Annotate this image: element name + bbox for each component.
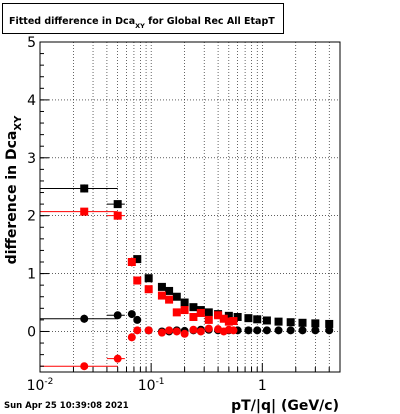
data-point: [325, 326, 334, 335]
x-tick-label-exponent: -2: [44, 377, 53, 387]
y-axis-label-main: difference in Dca: [4, 131, 20, 265]
data-point: [172, 292, 181, 301]
series-4: [40, 324, 238, 371]
data-point: [157, 328, 166, 337]
data-point: [180, 306, 189, 315]
data-point: [189, 303, 198, 312]
title-box: Fitted difference in DcaXY for Global Re…: [2, 3, 284, 34]
data-point: [165, 286, 174, 295]
data-point: [229, 326, 238, 335]
data-point: [204, 315, 213, 324]
data-marks: [40, 184, 334, 371]
data-point: [325, 319, 334, 328]
data-point: [157, 282, 166, 291]
data-point: [244, 326, 253, 335]
data-point: [274, 326, 283, 335]
data-point: [204, 324, 213, 333]
data-point: [127, 333, 136, 342]
data-point: [311, 326, 320, 335]
data-point: [253, 315, 262, 324]
data-point: [133, 326, 142, 335]
data-point: [253, 326, 262, 335]
y-tick-label: 2: [27, 209, 36, 225]
data-point: [262, 326, 271, 335]
x-tick-label: 10-2: [27, 377, 54, 394]
x-tick-label: 10-1: [138, 377, 165, 394]
x-tick-label-base: 10: [27, 378, 45, 394]
data-point: [133, 315, 142, 324]
y-tick-label: 5: [27, 35, 36, 51]
data-point: [172, 308, 181, 317]
y-axis-label-subscript: XY: [13, 115, 24, 131]
data-point: [165, 295, 174, 304]
series-2: [40, 207, 238, 326]
data-point: [311, 319, 320, 328]
data-point: [113, 211, 122, 220]
data-point: [144, 285, 153, 294]
axis-ticks: [39, 41, 341, 372]
chart-title-main: Fitted difference in Dca: [9, 16, 135, 27]
data-point: [144, 326, 153, 335]
data-point: [262, 316, 271, 325]
data-point: [113, 354, 122, 363]
y-tick-label: 3: [27, 151, 36, 167]
x-axis-label: pT/|q| (GeV/c): [231, 398, 339, 414]
plot-frame: [39, 41, 341, 373]
data-point: [180, 298, 189, 307]
x-tick-label-base: 1: [258, 378, 267, 394]
y-axis-label: difference in DcaXY: [4, 115, 24, 264]
x-tick-label-base: 10: [138, 378, 156, 394]
x-tick-label: 1: [258, 378, 267, 394]
data-point: [80, 207, 89, 216]
data-point: [298, 326, 307, 335]
data-point: [189, 313, 198, 321]
y-tick-label: 4: [27, 93, 36, 109]
data-point: [133, 276, 142, 285]
data-point: [196, 327, 205, 336]
y-tick-label: 1: [27, 267, 36, 283]
data-point: [165, 326, 174, 335]
y-tick-label: 0: [27, 324, 36, 340]
data-point: [224, 311, 233, 320]
data-point: [286, 326, 295, 335]
data-point: [219, 314, 228, 323]
timestamp: Sun Apr 25 10:39:08 2021: [4, 401, 129, 411]
data-point: [80, 362, 89, 371]
data-point: [80, 184, 89, 193]
data-point: [157, 291, 166, 300]
data-point: [286, 318, 295, 327]
chart-title-suffix: for Global Rec All EtapT: [145, 16, 275, 27]
chart-title-subscript: XY: [135, 22, 145, 30]
data-point: [172, 327, 181, 336]
grid-lines: [39, 41, 341, 372]
data-point: [127, 258, 136, 266]
data-point: [80, 314, 89, 323]
data-point: [133, 255, 142, 264]
data-point: [196, 308, 205, 317]
data-point: [189, 325, 198, 334]
data-point: [113, 200, 122, 209]
data-point: [214, 311, 223, 320]
data-point: [274, 317, 283, 326]
x-tick-label-exponent: -1: [156, 377, 165, 387]
data-point: [224, 317, 233, 326]
data-point: [113, 311, 122, 320]
data-point: [180, 329, 189, 338]
data-point: [298, 318, 307, 327]
chart-title: Fitted difference in DcaXY for Global Re…: [9, 16, 275, 30]
data-point: [233, 313, 242, 321]
data-point: [144, 274, 153, 283]
data-point: [127, 310, 136, 319]
data-point: [244, 314, 253, 323]
data-point: [229, 317, 238, 326]
data-point: [204, 308, 213, 317]
